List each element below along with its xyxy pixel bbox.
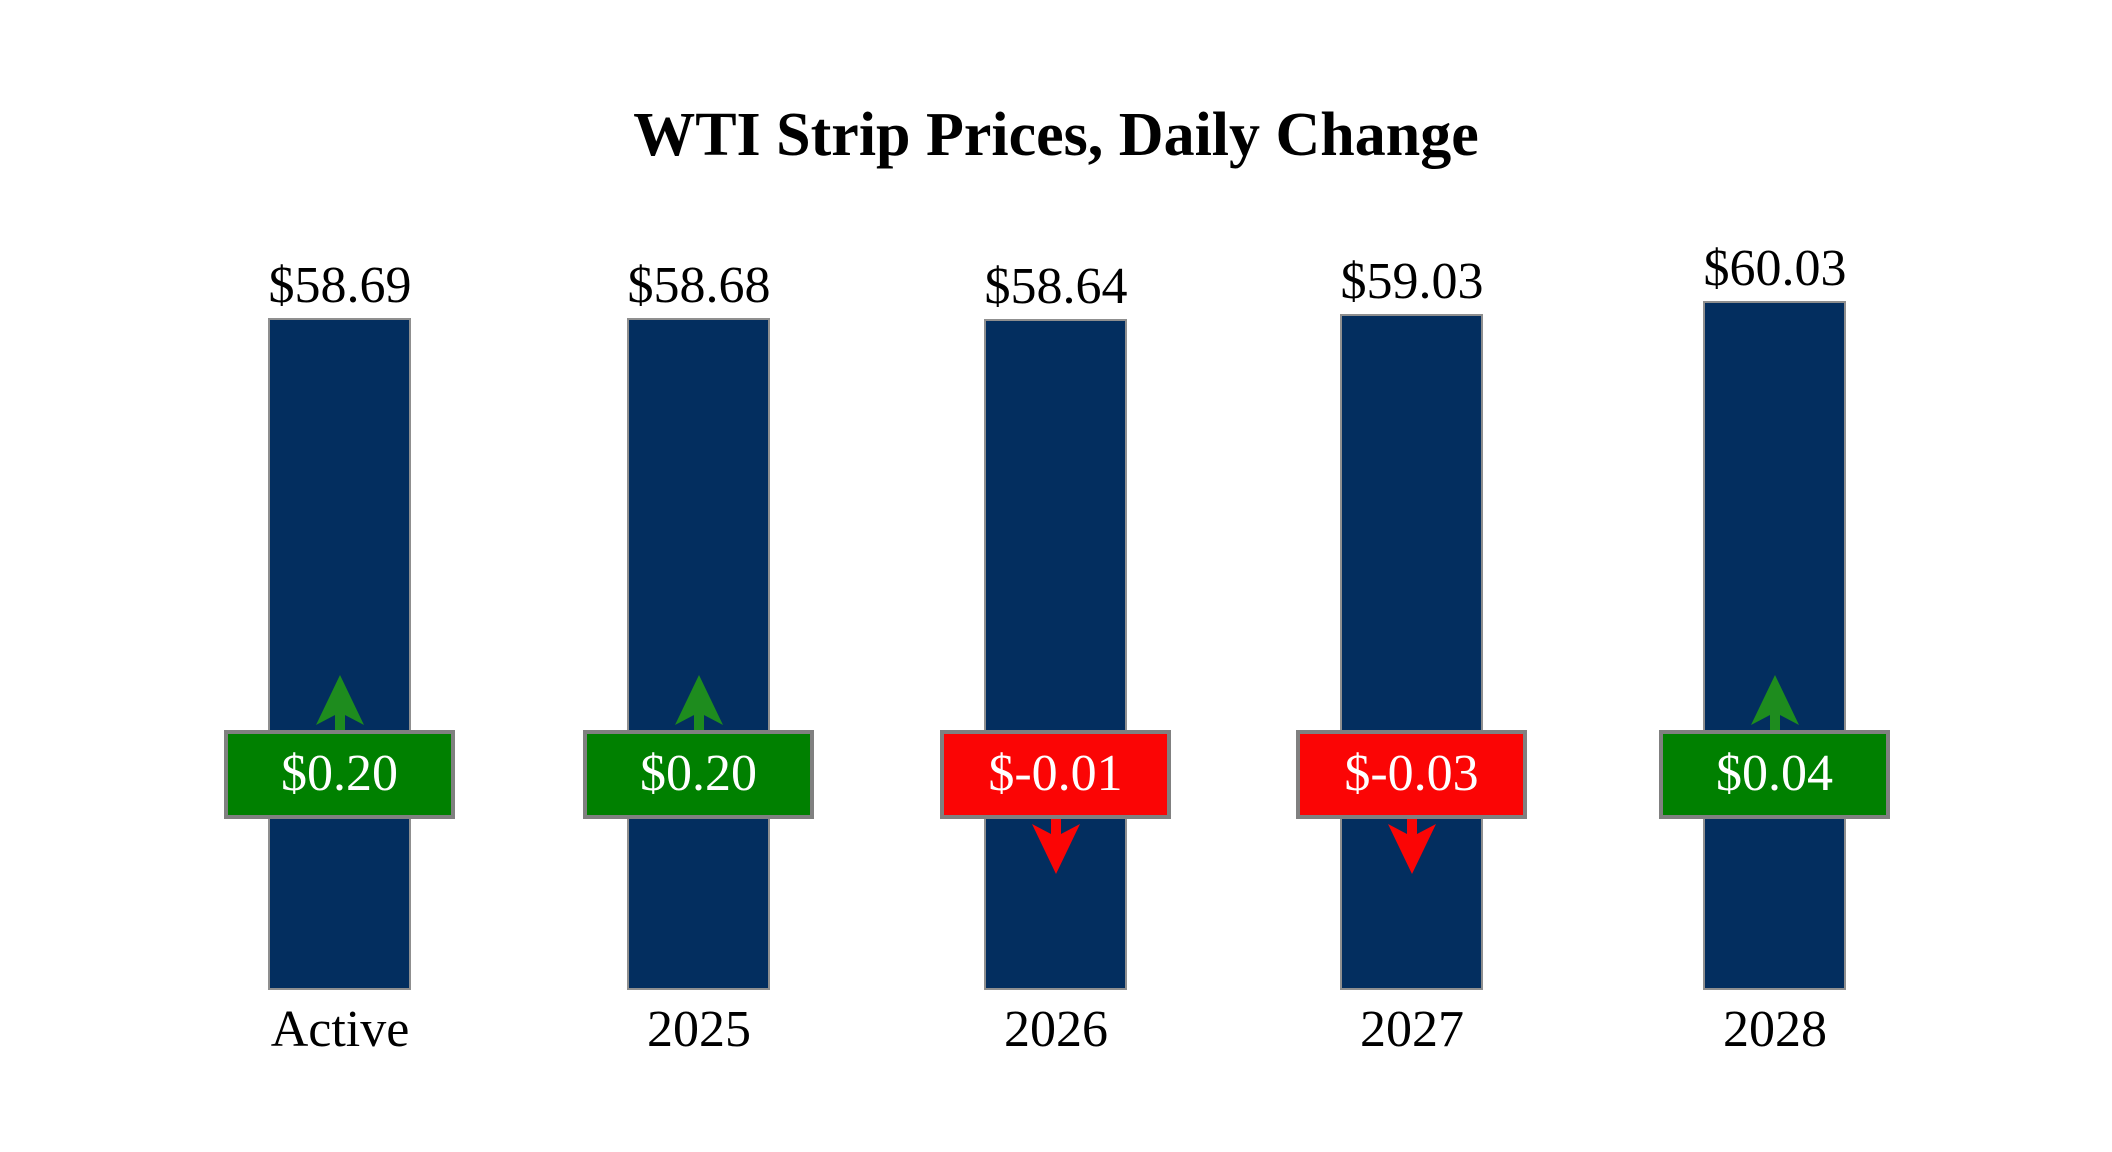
bar-column-2028: $60.03 $0.04 2028 <box>1645 0 1905 1152</box>
price-bar <box>1340 314 1483 990</box>
price-label: $59.03 <box>1340 253 1484 310</box>
bar-column-2025: $58.68 $0.20 2025 <box>569 0 829 1152</box>
daily-change-badge: $0.04 <box>1659 730 1890 819</box>
category-label: 2027 <box>1360 1001 1464 1058</box>
daily-change-badge: $0.20 <box>583 730 814 819</box>
down-arrow-icon <box>1388 816 1436 874</box>
up-arrow-icon <box>1751 675 1799 733</box>
price-label: $58.69 <box>268 257 412 314</box>
price-bar <box>627 318 770 990</box>
daily-change-badge: $-0.03 <box>1296 730 1527 819</box>
up-arrow-icon <box>675 675 723 733</box>
down-arrow-icon <box>1032 816 1080 874</box>
bar-column-2026: $58.64 $-0.01 2026 <box>926 0 1186 1152</box>
price-bar <box>984 319 1127 990</box>
up-arrow-icon <box>316 675 364 733</box>
chart-title: WTI Strip Prices, Daily Change <box>633 101 1479 169</box>
price-bar <box>1703 301 1846 990</box>
price-label: $60.03 <box>1703 240 1847 297</box>
category-label: 2026 <box>1004 1001 1108 1058</box>
daily-change-badge: $0.20 <box>224 730 455 819</box>
price-label: $58.68 <box>627 257 771 314</box>
price-bar <box>268 318 411 990</box>
category-label: 2025 <box>647 1001 751 1058</box>
category-label: Active <box>270 1001 410 1058</box>
price-label: $58.64 <box>984 258 1128 315</box>
daily-change-badge: $-0.01 <box>940 730 1171 819</box>
bar-column-active: $58.69 $0.20 Active <box>210 0 470 1152</box>
category-label: 2028 <box>1723 1001 1827 1058</box>
bar-column-2027: $59.03 $-0.03 2027 <box>1282 0 1542 1152</box>
